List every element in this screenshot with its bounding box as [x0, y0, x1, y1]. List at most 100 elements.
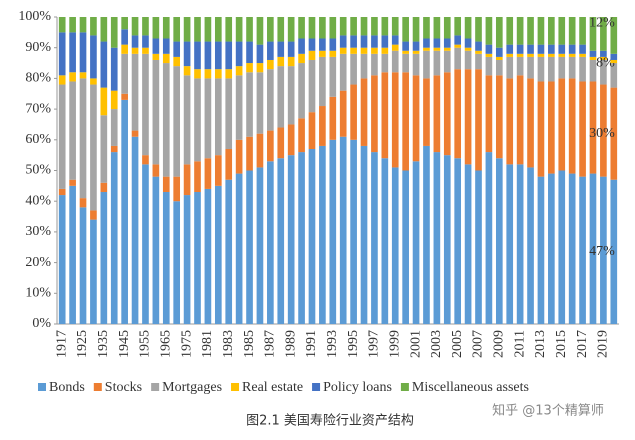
x-tick-label: 2009	[492, 330, 507, 358]
bar-segment	[537, 176, 545, 324]
bar-segment	[194, 69, 201, 79]
bar-segment	[329, 96, 337, 140]
bar-segment	[339, 90, 347, 137]
bar-segment	[579, 56, 586, 82]
bar-segment	[319, 50, 326, 57]
bar-segment	[412, 75, 420, 162]
bar-segment	[90, 219, 97, 324]
bar-segment	[110, 17, 118, 48]
bar-segment	[152, 17, 160, 39]
bar-segment	[516, 75, 524, 165]
bar-segment	[402, 17, 409, 42]
bar-segment	[225, 17, 233, 42]
bar-segment	[173, 201, 181, 324]
bar-segment	[485, 44, 493, 54]
bar-segment	[527, 44, 534, 54]
bar-segment	[110, 145, 118, 153]
bar-segment	[506, 17, 514, 45]
bar-segment	[548, 53, 555, 57]
bar-segment	[402, 72, 409, 171]
legend-label: Miscellaneous assets	[412, 380, 529, 395]
bar-segment	[610, 53, 618, 60]
bar-segment	[610, 59, 618, 64]
bar-segment	[267, 17, 274, 42]
bar-segment	[235, 139, 243, 174]
bar-segment	[121, 99, 128, 324]
bar-segment	[610, 63, 618, 88]
bar-segment	[79, 207, 87, 324]
bar-segment	[90, 210, 97, 220]
bar-segment	[464, 17, 472, 39]
legend-swatch	[93, 383, 102, 391]
y-tick-label: 60%	[25, 132, 51, 147]
bar-segment	[475, 69, 482, 171]
bar-segment	[506, 78, 514, 165]
bar-segment	[121, 44, 128, 54]
bar-segment	[183, 41, 191, 67]
bar-segment	[495, 47, 503, 57]
bar-segment	[152, 176, 160, 324]
bar-segment	[568, 44, 576, 54]
bar-segment	[516, 56, 524, 76]
bar-segment	[402, 170, 409, 324]
bar-segment	[121, 29, 128, 45]
bar-segment	[308, 50, 316, 60]
bar-segment	[142, 155, 149, 165]
bar-segment	[110, 152, 118, 324]
bar-segment	[350, 35, 357, 48]
bar-segment	[277, 127, 285, 159]
bar-segment	[267, 59, 274, 70]
bar-segment	[121, 17, 128, 30]
bar-segment	[402, 53, 409, 73]
legend-swatch	[231, 383, 240, 391]
bar-segment	[433, 75, 441, 153]
bar-segment	[568, 78, 576, 174]
bar-segment	[183, 17, 191, 42]
bar-segment	[579, 53, 586, 57]
bar-segment	[277, 17, 285, 42]
bar-segment	[443, 72, 451, 156]
bar-segment	[464, 50, 472, 70]
bar-segment	[339, 53, 347, 91]
x-tick-label: 1999	[387, 330, 402, 358]
bar-segment	[433, 38, 441, 48]
bar-segment	[329, 17, 337, 39]
bar-segment	[131, 53, 139, 131]
bar-segment	[433, 17, 441, 39]
bar-segment	[256, 133, 264, 168]
bar-segment	[423, 78, 430, 146]
bar-segment	[548, 173, 555, 324]
bar-segment	[225, 41, 233, 70]
y-tick-label: 0%	[32, 316, 51, 331]
bar-segment	[69, 179, 76, 186]
bar-segment	[121, 53, 128, 94]
bar-segment	[537, 17, 545, 45]
x-tick-label: 1989	[283, 330, 298, 358]
bar-segment	[391, 44, 399, 51]
bar-segment	[183, 195, 191, 324]
bar-segment	[308, 149, 316, 324]
bar-segment	[610, 179, 618, 324]
bar-segment	[100, 191, 108, 324]
bar-segment	[527, 56, 534, 79]
y-tick-label: 50%	[25, 163, 51, 178]
bar-segment	[516, 44, 524, 54]
bar-segment	[610, 17, 618, 54]
bar-segment	[308, 59, 316, 113]
bar-segment	[454, 69, 462, 159]
bar-segment	[350, 53, 357, 85]
bar-segment	[527, 17, 534, 45]
bar-segment	[110, 90, 118, 110]
bar-segment	[600, 56, 607, 60]
bar-segment	[267, 41, 274, 60]
bar-segment	[246, 17, 253, 42]
bar-segment	[319, 17, 326, 39]
bar-segment	[475, 53, 482, 70]
bar-segment	[600, 176, 607, 324]
data-label: 47%	[589, 244, 615, 259]
bar-segment	[90, 78, 97, 85]
x-tick-label: 1925	[75, 330, 90, 358]
bar-segment	[339, 136, 347, 324]
bar-segment	[423, 50, 430, 79]
bar-segment	[391, 167, 399, 324]
